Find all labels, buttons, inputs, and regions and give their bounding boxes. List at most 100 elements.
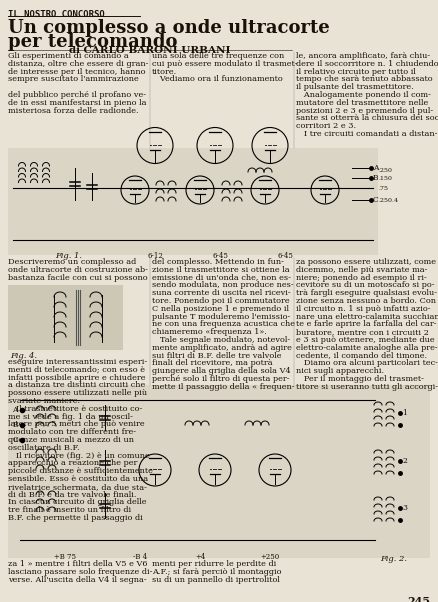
Text: tore. Ponendo poi il commutatore: tore. Ponendo poi il commutatore [152,297,290,305]
Text: tre finali è inserito un filtro di: tre finali è inserito un filtro di [8,506,131,514]
Text: mente amplificato, andrà ad agire: mente amplificato, andrà ad agire [152,344,292,352]
Text: infatti possibile aprire e chiudere: infatti possibile aprire e chiudere [8,374,145,382]
Text: a distanza tre distinti circuiti che: a distanza tre distinti circuiti che [8,382,145,389]
Text: za possono essere utilizzati, come: za possono essere utilizzati, come [296,258,436,266]
Text: +4: +4 [195,553,205,561]
Text: Descriveremo un complesso ad: Descriveremo un complesso ad [8,258,136,266]
Text: Il ricevitore (fig. 2) è un comune: Il ricevitore (fig. 2) è un comune [8,452,150,459]
Text: Fig. 1.: Fig. 1. [55,252,82,260]
Text: dere il soccorritore n. 1 chiudendo: dere il soccorritore n. 1 chiudendo [296,60,438,68]
Text: dicemmo, nelle più svariate ma-: dicemmo, nelle più svariate ma- [296,266,427,274]
Text: oscillatore di B.F.: oscillatore di B.F. [8,444,80,452]
Text: 3: 3 [402,504,407,512]
Text: .150: .150 [378,176,392,181]
Text: 1: 1 [402,409,407,417]
Text: .250: .250 [378,169,392,173]
Text: +250: +250 [260,553,279,561]
Text: cevitore su di un motoscafo si po-: cevitore su di un motoscafo si po- [296,281,434,290]
Text: verse. All'uscita della V4 il segna-: verse. All'uscita della V4 il segna- [8,576,147,583]
Text: I tre circuiti comandati a distan-: I tre circuiti comandati a distan- [296,130,438,138]
Text: 6-45: 6-45 [277,252,293,260]
Text: chiameremo «frequenza 1».: chiameremo «frequenza 1». [152,328,267,336]
Text: Diamo ora alcuni particolari tec-: Diamo ora alcuni particolari tec- [296,359,438,367]
Bar [8,148,378,255]
Text: elettro-calamite analoghe alla pre-: elettro-calamite analoghe alla pre- [296,344,438,352]
Text: buratore, mentre con i circuiti 2: buratore, mentre con i circuiti 2 [296,328,429,336]
Bar [8,385,430,558]
Text: rivelatrice schermata, da due sta-: rivelatrice schermata, da due sta- [8,483,147,491]
Text: il relativo circuito per tutto il: il relativo circuito per tutto il [296,67,416,76]
Text: su di un pannello di ipertrolitol: su di un pannello di ipertrolitol [152,576,280,583]
Text: titore si useranno tutti gli accorgi-: titore si useranno tutti gli accorgi- [296,383,438,391]
Text: Il trasmettitore è costituito co-: Il trasmettitore è costituito co- [8,405,142,413]
Text: suna corrente di uscita nel ricevi-: suna corrente di uscita nel ricevi- [152,289,291,297]
Text: C nella posizione 1 e premendo il: C nella posizione 1 e premendo il [152,305,289,313]
Text: Fig. 2.: Fig. 2. [380,555,407,563]
Text: titore.: titore. [152,67,177,76]
Text: il pulsante del trasmettitore.: il pulsante del trasmettitore. [296,83,414,91]
Text: piccole distanze è sufficientemente: piccole distanze è sufficientemente [8,467,153,475]
Text: modulato con tre differenti fre-: modulato con tre differenti fre- [8,428,136,436]
Text: nare una elettro-calamita succhian-: nare una elettro-calamita succhian- [296,312,438,321]
Text: distanza, oltre che essere di gran-: distanza, oltre che essere di gran- [8,60,148,68]
Text: Un complesso a onde ultracorte: Un complesso a onde ultracorte [8,19,330,37]
Text: -B 4: -B 4 [133,553,147,561]
Text: .250.4: .250.4 [378,197,398,202]
Text: niere; ponendo ad esempio il ri-: niere; ponendo ad esempio il ri- [296,273,427,282]
Text: il circuito n. 1 si può infatti azio-: il circuito n. 1 si può infatti azio- [296,305,431,313]
Text: finali del ricevitore, ma potrà: finali del ricevitore, ma potrà [152,359,272,367]
Text: di di B.F. e da tre valvole finali.: di di B.F. e da tre valvole finali. [8,491,137,498]
Text: le, ancora amplificato, farà chiu-: le, ancora amplificato, farà chiu- [296,52,430,60]
Text: perché solo il filtro di questa per-: perché solo il filtro di questa per- [152,375,290,383]
Text: menti per ridurre le perdite di: menti per ridurre le perdite di [152,560,276,568]
Text: emissione di un'onda che, non es-: emissione di un'onda che, non es- [152,273,291,282]
Text: possono essere utilizzati nelle più: possono essere utilizzati nelle più [8,389,147,397]
Bar [8,285,123,350]
Text: cedente, il comando del timone.: cedente, il comando del timone. [296,352,427,359]
Text: misteriosa forza delle radionde.: misteriosa forza delle radionde. [8,107,138,114]
Text: pulsante T moduleremo l'emissio-: pulsante T moduleremo l'emissio- [152,312,290,321]
Text: te e farle aprire la farfalla del car-: te e farle aprire la farfalla del car- [296,320,437,329]
Text: sensibile. Esso è costituito da una: sensibile. Esso è costituito da una [8,475,148,483]
Text: una sola delle tre frequenze con: una sola delle tre frequenze con [152,52,284,60]
Text: posizioni 2 e 3 e premendo il pul-: posizioni 2 e 3 e premendo il pul- [296,107,433,114]
Text: mutatore del trasmettitore nelle: mutatore del trasmettitore nelle [296,99,428,107]
Text: sui filtri di B.F. delle tre valvole: sui filtri di B.F. delle tre valvole [152,352,282,359]
Text: per telecomando: per telecomando [8,33,177,51]
Text: B: B [12,421,18,429]
Text: 6-45: 6-45 [212,252,228,260]
Text: me si vede a fig. 1 da un oscil-: me si vede a fig. 1 da un oscil- [8,412,133,421]
Text: +B 75: +B 75 [54,553,76,561]
Text: zione il trasmettitore si ottiene la: zione il trasmettitore si ottiene la [152,266,290,274]
Text: del pubblico perché il profano ve-: del pubblico perché il profano ve- [8,91,146,99]
Text: giungere alla griglia della sola V4: giungere alla griglia della sola V4 [152,367,291,375]
Text: tempo che sarà tenuto abbassato: tempo che sarà tenuto abbassato [296,75,433,84]
Text: A: A [373,164,378,172]
Text: C: C [373,196,379,204]
Text: de in essi manifestarsi in pieno la: de in essi manifestarsi in pieno la [8,99,146,107]
Text: Vediamo ora il funzionamento: Vediamo ora il funzionamento [152,75,283,84]
Text: C: C [12,436,18,444]
Text: Gli esperimenti di comando a: Gli esperimenti di comando a [8,52,129,60]
Text: svariate maniere.: svariate maniere. [8,397,80,405]
Text: latore per 5 metri che può venire: latore per 5 metri che può venire [8,420,145,429]
Text: corritori 2 e 3.: corritori 2 e 3. [296,122,356,130]
Text: bastanza facile con cui si possono: bastanza facile con cui si possono [8,273,148,282]
Text: Fig. 4.: Fig. 4. [10,352,37,360]
Text: IL NOSTRO CONCORSO: IL NOSTRO CONCORSO [8,10,105,19]
Text: quenze musicali a mezzo di un: quenze musicali a mezzo di un [8,436,134,444]
Text: Tale segnale modulato, notevol-: Tale segnale modulato, notevol- [152,336,290,344]
Text: B.F. che permette il passaggio di: B.F. che permette il passaggio di [8,514,143,522]
Text: de interesse per il tecnico, hanno: de interesse per il tecnico, hanno [8,67,145,76]
Text: mette il passaggio della « frequen-: mette il passaggio della « frequen- [152,383,294,391]
Text: In ciascun circuito di griglia delle: In ciascun circuito di griglia delle [8,498,146,506]
Text: .75: .75 [378,185,388,190]
Text: eseguire interessantissimi esperi-: eseguire interessantissimi esperi- [8,358,147,366]
Text: zione senza nessuno a bordo. Con: zione senza nessuno a bordo. Con [296,297,436,305]
Text: menti di telecomando; con esso è: menti di telecomando; con esso è [8,366,145,374]
Text: sante si otterrà la chiusura dei soc-: sante si otterrà la chiusura dei soc- [296,114,438,122]
Text: B: B [373,174,378,182]
Text: sempre suscitato l'ammirazione: sempre suscitato l'ammirazione [8,75,139,84]
Text: Per il montaggio del trasmet-: Per il montaggio del trasmet- [296,375,424,383]
Text: sendo modulata, non produce nes-: sendo modulata, non produce nes- [152,281,293,290]
